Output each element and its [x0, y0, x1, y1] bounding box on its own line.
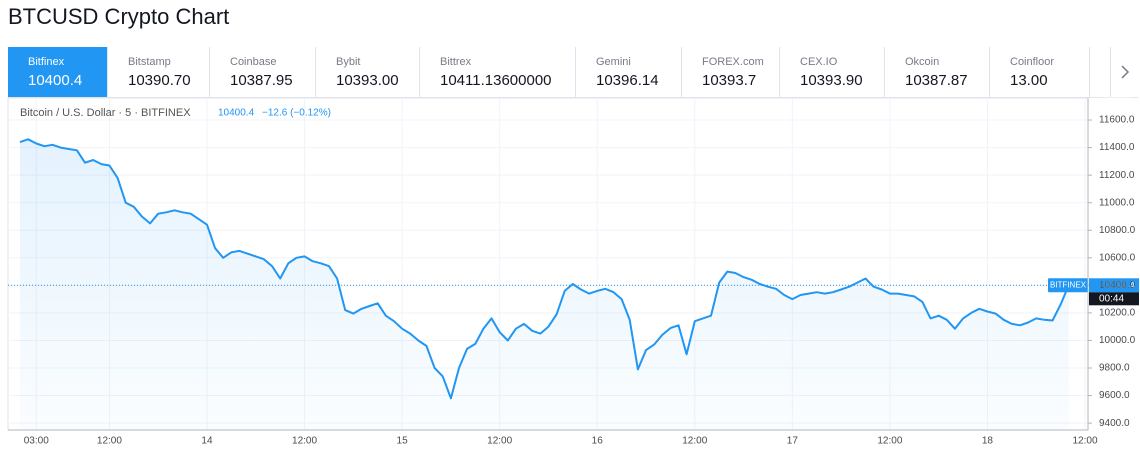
page-title: BTCUSD Crypto Chart — [8, 4, 230, 29]
x-tick-label: 12:00 — [487, 436, 512, 447]
y-tick-label: 10400.0 — [1099, 280, 1136, 291]
legend-change: −12.6 (−0.12%) — [262, 108, 331, 119]
exchange-price: 10393.90 — [800, 72, 863, 89]
exchange-name: Coinbase — [230, 56, 277, 68]
exchange-price: 10393.00 — [336, 72, 399, 89]
countdown-label: 00:44 — [1099, 293, 1124, 304]
exchange-tab[interactable]: Bitfinex 10400.4 — [8, 47, 108, 97]
exchange-tab[interactable]: Bybit 10393.00 — [316, 47, 420, 97]
area-fill — [20, 139, 1069, 431]
x-tick-label: 17 — [787, 436, 799, 447]
exchange-tab[interactable]: Gemini 10396.14 — [576, 47, 682, 97]
exchange-name: CEX.IO — [800, 56, 838, 68]
legend-price: 10400.4 — [218, 108, 255, 119]
exchange-price: 13.00 — [1010, 72, 1048, 89]
y-tick-label: 9400.0 — [1099, 418, 1130, 429]
x-tick-label: 12:00 — [877, 436, 902, 447]
exchange-name: Gemini — [596, 56, 631, 68]
x-tick-label: 03:00 — [24, 436, 49, 447]
y-tick-label: 9800.0 — [1099, 363, 1130, 374]
exchange-price: 10387.95 — [230, 72, 293, 89]
exchange-flag — [1048, 278, 1088, 293]
countdown-box — [1089, 292, 1139, 306]
y-tick-label: 11000.0 — [1099, 197, 1135, 208]
y-tick-label: 11200.0 — [1099, 170, 1135, 181]
axis-price-box — [1089, 278, 1139, 293]
exchange-name: FOREX.com — [702, 56, 764, 68]
exchange-price: 10390.70 — [128, 72, 191, 89]
exchange-price: 10400.4 — [28, 72, 83, 89]
y-tick-label: 10800.0 — [1099, 225, 1136, 236]
exchange-name: Okcoin — [905, 56, 940, 68]
exchange-flag-label: BITFINEX — [1050, 280, 1087, 289]
x-tick-label: 12:00 — [1072, 436, 1097, 447]
x-tick-label: 12:00 — [97, 436, 122, 447]
exchange-price: 10396.14 — [596, 72, 659, 89]
exchange-name: Bitfinex — [28, 56, 65, 68]
x-tick-label: 12:00 — [292, 436, 317, 447]
scroll-right-button[interactable] — [1110, 47, 1139, 97]
marks: BITFINEX 10400.4 00:44 — [8, 138, 1139, 431]
exchange-price: 10411.13600000 — [440, 72, 552, 89]
exchange-price: 10387.87 — [905, 72, 968, 89]
exchange-tab[interactable]: Okcoin 10387.87 — [885, 47, 990, 97]
y-tick-label: 11400.0 — [1099, 142, 1135, 153]
x-tick-label: 12:00 — [682, 436, 707, 447]
y-tick-label: 9600.0 — [1099, 390, 1130, 401]
y-tick-label: 10000.0 — [1099, 335, 1136, 346]
exchange-tab[interactable]: CEX.IO 10393.90 — [780, 47, 885, 97]
x-tick-label: 16 — [592, 436, 604, 447]
x-tick-label: 18 — [982, 436, 994, 447]
exchange-price: 10393.7 — [702, 72, 757, 89]
x-tick-label: 15 — [397, 436, 409, 447]
symbol-legend: Bitcoin / U.S. Dollar · 5 · BITFINEX — [20, 107, 191, 119]
axis-price-label: 10400.4 — [1099, 280, 1136, 291]
exchange-tabs: Bitfinex 10400.4 Bitstamp 10390.70 Coinbase 1… — [8, 47, 1138, 98]
exchange-tab[interactable]: Coinbase 10387.95 — [210, 47, 316, 97]
exchange-name: Bitstamp — [128, 56, 171, 68]
y-tick-label: 10200.0 — [1099, 308, 1136, 319]
exchange-name: Coinfloor — [1010, 56, 1055, 68]
exchange-tab[interactable]: Bitstamp 10390.70 — [108, 47, 210, 97]
y-tick-label: 11600.0 — [1099, 115, 1135, 126]
exchange-name: Bittrex — [440, 56, 472, 68]
exchange-tab[interactable]: Bittrex 10411.13600000 — [420, 47, 576, 97]
exchange-tab[interactable]: Coinfloor 13.00 — [990, 47, 1090, 97]
exchange-name: Bybit — [336, 56, 361, 68]
arrow-icon — [1121, 65, 1130, 79]
y-tick-label: 10600.0 — [1099, 252, 1136, 263]
x-tick-label: 14 — [201, 436, 213, 447]
price-line — [19, 138, 1070, 400]
exchange-tab[interactable]: FOREX.com 10393.7 — [682, 47, 780, 97]
